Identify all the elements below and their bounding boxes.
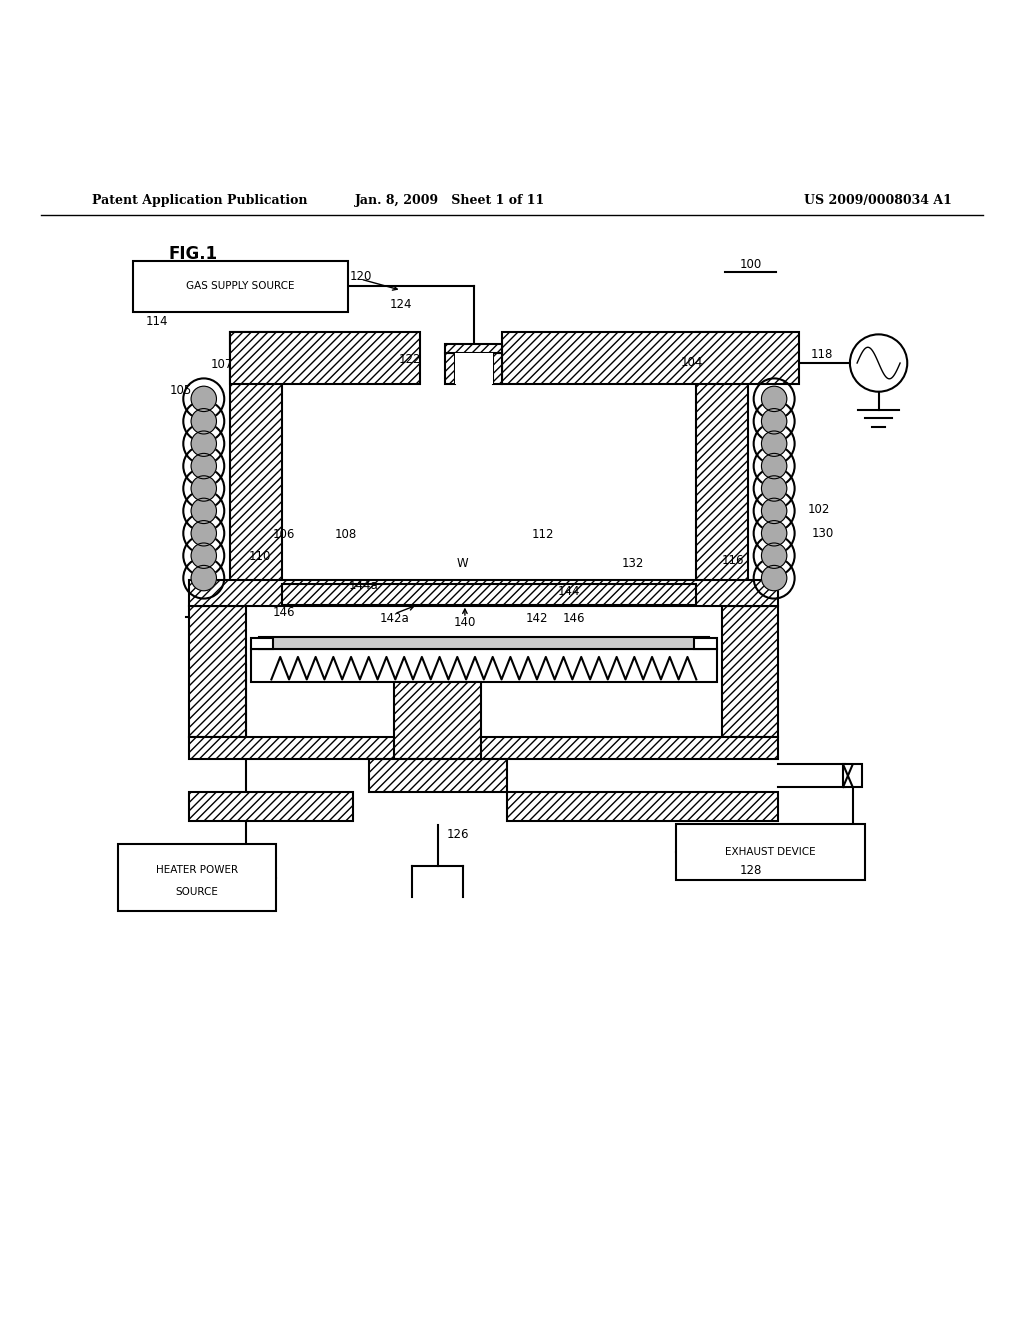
- Bar: [189, 737, 778, 759]
- Text: 112: 112: [531, 528, 554, 541]
- Bar: [282, 585, 696, 605]
- Text: 114: 114: [145, 314, 168, 327]
- Circle shape: [191, 387, 216, 412]
- Text: 144: 144: [558, 585, 581, 598]
- Circle shape: [762, 387, 786, 412]
- Circle shape: [191, 498, 216, 524]
- Circle shape: [762, 498, 786, 524]
- Circle shape: [191, 409, 216, 434]
- Text: 146: 146: [562, 611, 585, 624]
- Circle shape: [762, 453, 786, 479]
- Text: Jan. 8, 2009   Sheet 1 of 11: Jan. 8, 2009 Sheet 1 of 11: [355, 194, 546, 207]
- Bar: [722, 606, 778, 737]
- Circle shape: [191, 543, 216, 569]
- Text: 106: 106: [272, 528, 295, 541]
- Text: 107: 107: [211, 358, 233, 371]
- Text: 124: 124: [390, 298, 413, 312]
- Circle shape: [191, 520, 216, 546]
- Bar: [133, 260, 348, 312]
- Text: EXHAUST DEVICE: EXHAUST DEVICE: [725, 847, 816, 857]
- Text: 118: 118: [811, 348, 834, 362]
- Bar: [507, 792, 778, 821]
- Circle shape: [191, 453, 216, 479]
- Bar: [843, 764, 862, 787]
- Bar: [251, 648, 717, 681]
- Text: 110: 110: [249, 550, 271, 564]
- Text: 128: 128: [739, 865, 762, 878]
- Bar: [676, 824, 865, 880]
- Circle shape: [191, 432, 216, 457]
- Text: 122: 122: [398, 354, 421, 367]
- Bar: [259, 638, 709, 648]
- Text: 116: 116: [722, 554, 744, 568]
- Bar: [189, 579, 778, 606]
- Text: 144a: 144a: [348, 578, 379, 591]
- Text: 132: 132: [622, 557, 644, 570]
- Bar: [230, 333, 282, 603]
- Text: 146: 146: [272, 606, 295, 619]
- Bar: [502, 333, 799, 384]
- Circle shape: [762, 543, 786, 569]
- Text: SOURCE: SOURCE: [176, 887, 218, 898]
- Text: 142a: 142a: [379, 611, 410, 624]
- Text: 140: 140: [454, 615, 476, 628]
- Text: US 2009/0008034 A1: US 2009/0008034 A1: [805, 194, 952, 207]
- Text: FIG.1: FIG.1: [169, 246, 218, 263]
- Bar: [251, 639, 273, 648]
- Bar: [189, 792, 353, 821]
- Bar: [369, 759, 507, 792]
- Bar: [394, 681, 481, 759]
- Circle shape: [191, 475, 216, 502]
- Circle shape: [762, 565, 786, 591]
- Text: 102: 102: [808, 503, 830, 516]
- Bar: [445, 343, 502, 352]
- Text: HEATER POWER: HEATER POWER: [156, 865, 239, 875]
- Circle shape: [191, 565, 216, 591]
- Text: 108: 108: [335, 528, 357, 541]
- Circle shape: [762, 520, 786, 546]
- Text: Patent Application Publication: Patent Application Publication: [92, 194, 307, 207]
- Text: GAS SUPPLY SOURCE: GAS SUPPLY SOURCE: [186, 281, 295, 292]
- Text: W: W: [457, 557, 469, 570]
- Circle shape: [762, 432, 786, 457]
- Circle shape: [762, 475, 786, 502]
- Bar: [445, 352, 455, 384]
- Text: 142: 142: [525, 611, 548, 624]
- Bar: [694, 639, 717, 648]
- Bar: [696, 333, 748, 603]
- Text: 126: 126: [446, 828, 469, 841]
- Bar: [118, 845, 276, 911]
- Bar: [189, 606, 246, 737]
- Bar: [230, 333, 420, 384]
- Text: 104: 104: [681, 355, 703, 368]
- Text: 120: 120: [349, 269, 372, 282]
- Text: 105: 105: [170, 384, 193, 397]
- Text: 100: 100: [739, 259, 762, 271]
- Circle shape: [762, 409, 786, 434]
- Text: 130: 130: [812, 527, 835, 540]
- Bar: [455, 352, 493, 384]
- Bar: [493, 352, 502, 384]
